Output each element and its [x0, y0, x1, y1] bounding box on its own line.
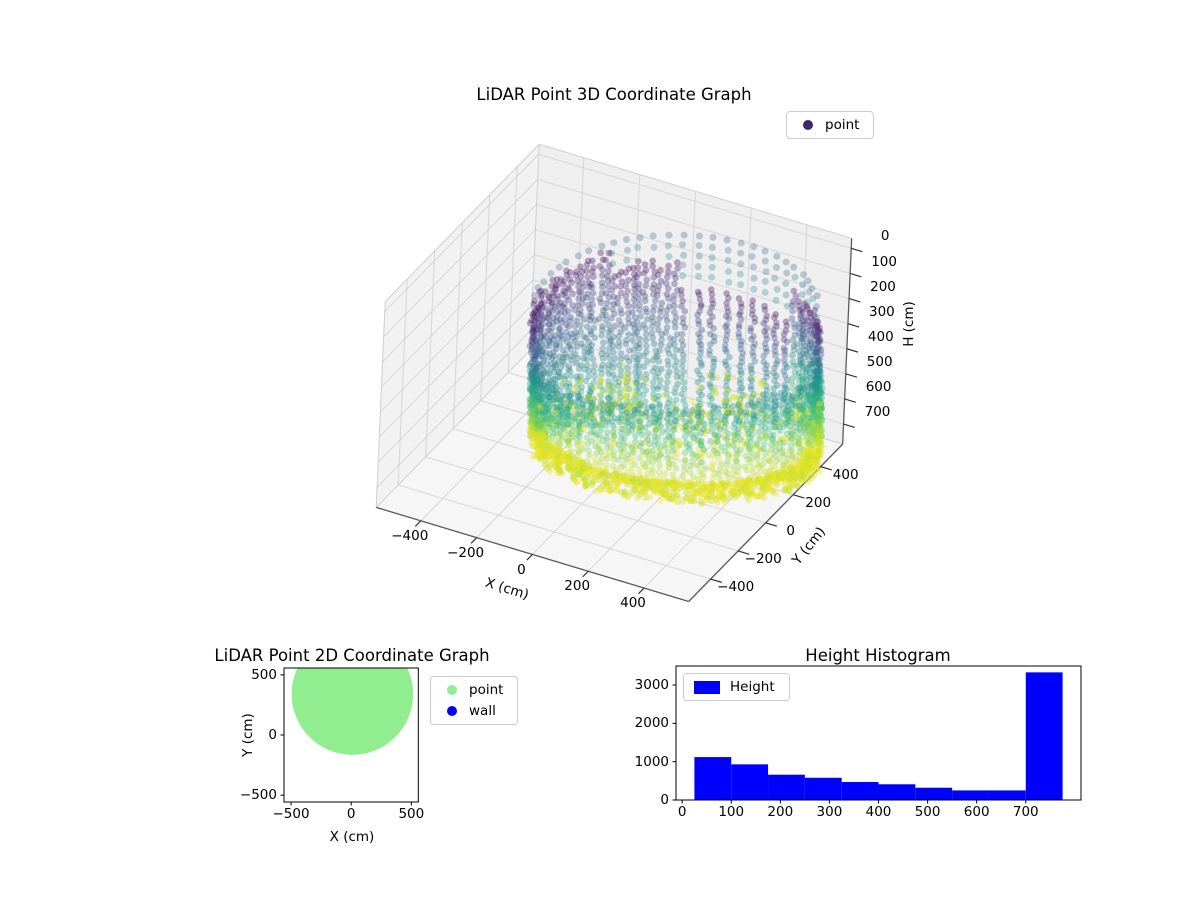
legend-label: wall — [469, 703, 496, 719]
plot2d-x-tick-label: 500 — [398, 806, 425, 822]
histogram-x-tick-label: 600 — [963, 804, 990, 820]
legend-entry-wall: wall — [441, 703, 507, 719]
histogram-bar — [694, 757, 732, 800]
plot3d-h-tick-label: 300 — [869, 303, 895, 320]
histogram-y-tick-label: 2000 — [634, 715, 669, 732]
histogram-y-tick-label: 3000 — [634, 677, 669, 693]
plot2d-legend: point wall — [430, 676, 519, 725]
plot2d-x-tick-label: −500 — [272, 806, 310, 822]
histogram-x-tick-label: 300 — [816, 804, 843, 820]
plot2d-y-tick-label: 0 — [268, 727, 277, 743]
plot2d-y-tick-label: −500 — [239, 787, 277, 804]
plot3d-h-tick-label: 700 — [864, 404, 891, 421]
plot3d-x-tick-label: −400 — [391, 527, 429, 544]
histogram-x-tick-label: 700 — [1012, 804, 1039, 820]
histogram-x-tick-label: 500 — [914, 804, 941, 820]
plot3d-h-tick-label: 500 — [866, 353, 893, 370]
legend-label: point — [825, 117, 860, 133]
plot3d-y-tick-label: 0 — [786, 522, 795, 539]
plot3d-legend: point — [786, 111, 875, 139]
histogram-x-tick-label: 100 — [718, 804, 745, 820]
point-marker-icon — [803, 120, 813, 130]
plot3d-h-axis-label: H (cm) — [901, 301, 917, 347]
plot3d-h-tick-label: 0 — [880, 228, 890, 245]
histogram-bar — [915, 787, 953, 800]
legend-entry-point: point — [797, 117, 863, 133]
plot3d-h-tick-label: 600 — [865, 379, 892, 395]
plot3d-h-tick-label: 400 — [867, 328, 894, 345]
plot2d-y-axis-label: Y (cm) — [240, 713, 256, 757]
plot2d-x-axis-label: X (cm) — [329, 829, 375, 845]
plot3d-x-tick-label: −200 — [447, 544, 485, 561]
plot3d-x-tick-label: 200 — [564, 578, 591, 595]
histogram-bar — [988, 790, 1026, 800]
histogram-y-tick-label: 1000 — [634, 753, 669, 770]
wall-marker-icon — [447, 706, 457, 716]
plot3d-y-tick-label: −200 — [744, 550, 782, 567]
plot3d-y-tick-label: 400 — [832, 466, 859, 483]
histogram-bar — [731, 764, 769, 800]
point-cloud-blob — [291, 668, 414, 755]
histogram-bar — [841, 781, 879, 800]
histogram-title: Height Histogram — [805, 646, 951, 665]
plot3d-y-tick-label: −400 — [717, 579, 755, 595]
histogram-bar — [804, 777, 842, 800]
plot3d-x-tick-label: 0 — [517, 561, 526, 578]
height-swatch-icon — [694, 680, 720, 694]
histogram-bar — [952, 790, 989, 800]
histogram-y-tick-label: 0 — [660, 792, 669, 808]
plot3d-h-tick-label: 200 — [870, 278, 896, 295]
legend-entry-point: point — [441, 682, 507, 698]
plot3d-title: LiDAR Point 3D Coordinate Graph — [476, 85, 752, 104]
plot2d-x-tick-label: 0 — [346, 806, 356, 822]
legend-label: point — [469, 682, 504, 698]
histogram-bar — [1025, 672, 1063, 800]
histogram-bar — [878, 784, 916, 800]
histogram-legend: Height — [683, 673, 790, 701]
histogram-x-tick-label: 200 — [767, 804, 794, 820]
plot3d-x-tick-label: 400 — [620, 595, 646, 612]
plot2d-title: LiDAR Point 2D Coordinate Graph — [214, 646, 490, 665]
histogram-x-tick-label: 400 — [865, 804, 892, 820]
histogram-bar — [768, 774, 805, 800]
plot2d-y-tick-label: 500 — [251, 666, 277, 683]
histogram-x-tick-label: 0 — [677, 804, 687, 820]
plot3d-y-tick-label: 200 — [805, 494, 832, 511]
legend-label: Height — [730, 679, 775, 695]
point-marker-icon — [447, 685, 457, 695]
plot3d-h-tick-label: 100 — [871, 253, 897, 270]
